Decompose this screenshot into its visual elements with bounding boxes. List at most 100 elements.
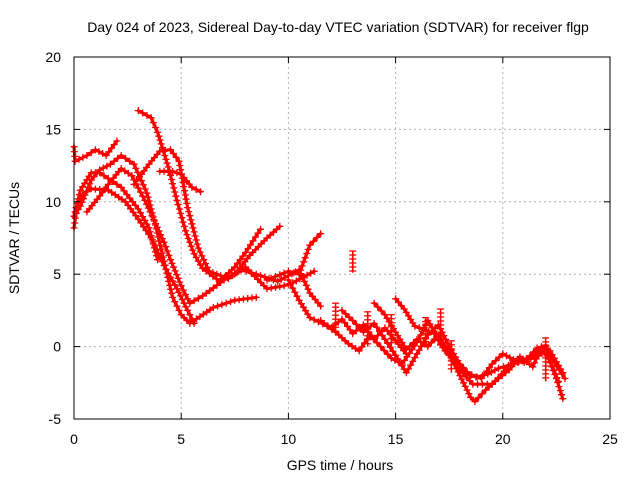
data-point bbox=[462, 369, 470, 377]
data-point bbox=[189, 224, 197, 232]
data-point bbox=[181, 187, 188, 195]
y-tick-label: 0 bbox=[53, 339, 61, 355]
data-point bbox=[466, 377, 474, 385]
data-point bbox=[197, 261, 204, 269]
data-point bbox=[169, 293, 177, 301]
data-point bbox=[559, 369, 567, 377]
x-tick-label: 15 bbox=[388, 431, 404, 447]
data-point bbox=[254, 229, 262, 237]
data-point bbox=[169, 180, 177, 188]
data-point bbox=[252, 293, 260, 301]
data-point bbox=[244, 245, 252, 253]
data-point bbox=[293, 292, 301, 300]
data-point bbox=[289, 284, 297, 292]
data-point bbox=[145, 230, 153, 238]
data-point bbox=[179, 178, 187, 186]
data-point bbox=[158, 235, 166, 243]
data-point bbox=[141, 185, 149, 193]
data-point bbox=[143, 200, 150, 208]
data-point bbox=[303, 271, 311, 279]
data-point bbox=[317, 302, 325, 310]
series-line bbox=[72, 153, 258, 325]
data-point bbox=[139, 192, 147, 200]
data-point bbox=[191, 232, 199, 240]
data-point bbox=[186, 311, 194, 319]
data-point bbox=[213, 281, 221, 289]
data-point bbox=[95, 148, 103, 156]
data-point bbox=[185, 208, 193, 216]
data-point bbox=[556, 387, 564, 395]
data-point bbox=[355, 347, 363, 355]
data-point bbox=[139, 109, 147, 117]
data-point bbox=[162, 265, 170, 273]
data-point bbox=[356, 324, 364, 332]
data-point bbox=[87, 149, 95, 157]
data-point bbox=[71, 157, 79, 165]
data-point bbox=[377, 343, 385, 351]
data-point bbox=[257, 272, 264, 280]
data-point bbox=[182, 303, 190, 311]
data-point bbox=[374, 303, 382, 311]
data-point bbox=[117, 183, 125, 191]
data-point bbox=[352, 327, 360, 335]
data-point bbox=[175, 288, 183, 296]
data-point bbox=[187, 216, 195, 224]
data-point bbox=[193, 240, 201, 248]
data-point bbox=[522, 356, 530, 364]
data-point bbox=[173, 169, 181, 177]
data-point bbox=[239, 252, 247, 260]
data-point bbox=[406, 342, 414, 350]
data-point bbox=[348, 342, 356, 350]
data-point bbox=[186, 299, 194, 307]
data-point bbox=[473, 373, 481, 381]
data-point bbox=[338, 315, 346, 323]
data-series bbox=[70, 107, 569, 406]
y-tick-label: 20 bbox=[45, 49, 61, 65]
data-point bbox=[252, 233, 259, 241]
data-point bbox=[160, 257, 168, 265]
series-trace-g bbox=[134, 107, 264, 285]
data-point bbox=[124, 169, 132, 177]
data-point bbox=[171, 298, 179, 306]
data-point bbox=[370, 299, 378, 307]
data-point bbox=[79, 153, 87, 161]
data-point bbox=[407, 361, 415, 369]
data-point bbox=[455, 361, 463, 369]
data-point bbox=[110, 141, 118, 149]
data-point bbox=[100, 172, 108, 180]
data-point bbox=[461, 382, 469, 390]
data-point bbox=[99, 188, 107, 196]
data-point bbox=[157, 245, 165, 253]
data-point bbox=[163, 159, 171, 167]
data-point bbox=[405, 365, 412, 373]
data-point bbox=[411, 322, 419, 330]
data-point bbox=[160, 148, 168, 156]
data-point bbox=[406, 349, 413, 357]
data-point bbox=[83, 152, 91, 159]
series-trace-e bbox=[83, 165, 318, 307]
data-point bbox=[149, 119, 157, 127]
data-point bbox=[499, 350, 507, 358]
data-point bbox=[147, 114, 155, 122]
data-point bbox=[96, 166, 104, 174]
data-point bbox=[134, 107, 142, 115]
series-trace-b bbox=[70, 169, 162, 264]
data-point bbox=[553, 374, 561, 382]
data-point bbox=[184, 235, 192, 242]
data-point bbox=[518, 357, 526, 365]
data-point bbox=[84, 184, 92, 191]
data-point bbox=[200, 256, 208, 264]
data-point bbox=[78, 198, 86, 206]
data-point bbox=[478, 372, 486, 380]
series-trace-h bbox=[156, 167, 204, 196]
data-point bbox=[267, 274, 275, 282]
data-point bbox=[83, 187, 91, 195]
data-point bbox=[175, 205, 183, 213]
data-point bbox=[401, 356, 408, 364]
data-point bbox=[173, 271, 181, 279]
data-point bbox=[186, 212, 194, 220]
series-trace-a bbox=[70, 137, 121, 165]
data-point bbox=[196, 248, 204, 256]
data-point bbox=[180, 222, 188, 230]
data-point bbox=[202, 260, 209, 268]
